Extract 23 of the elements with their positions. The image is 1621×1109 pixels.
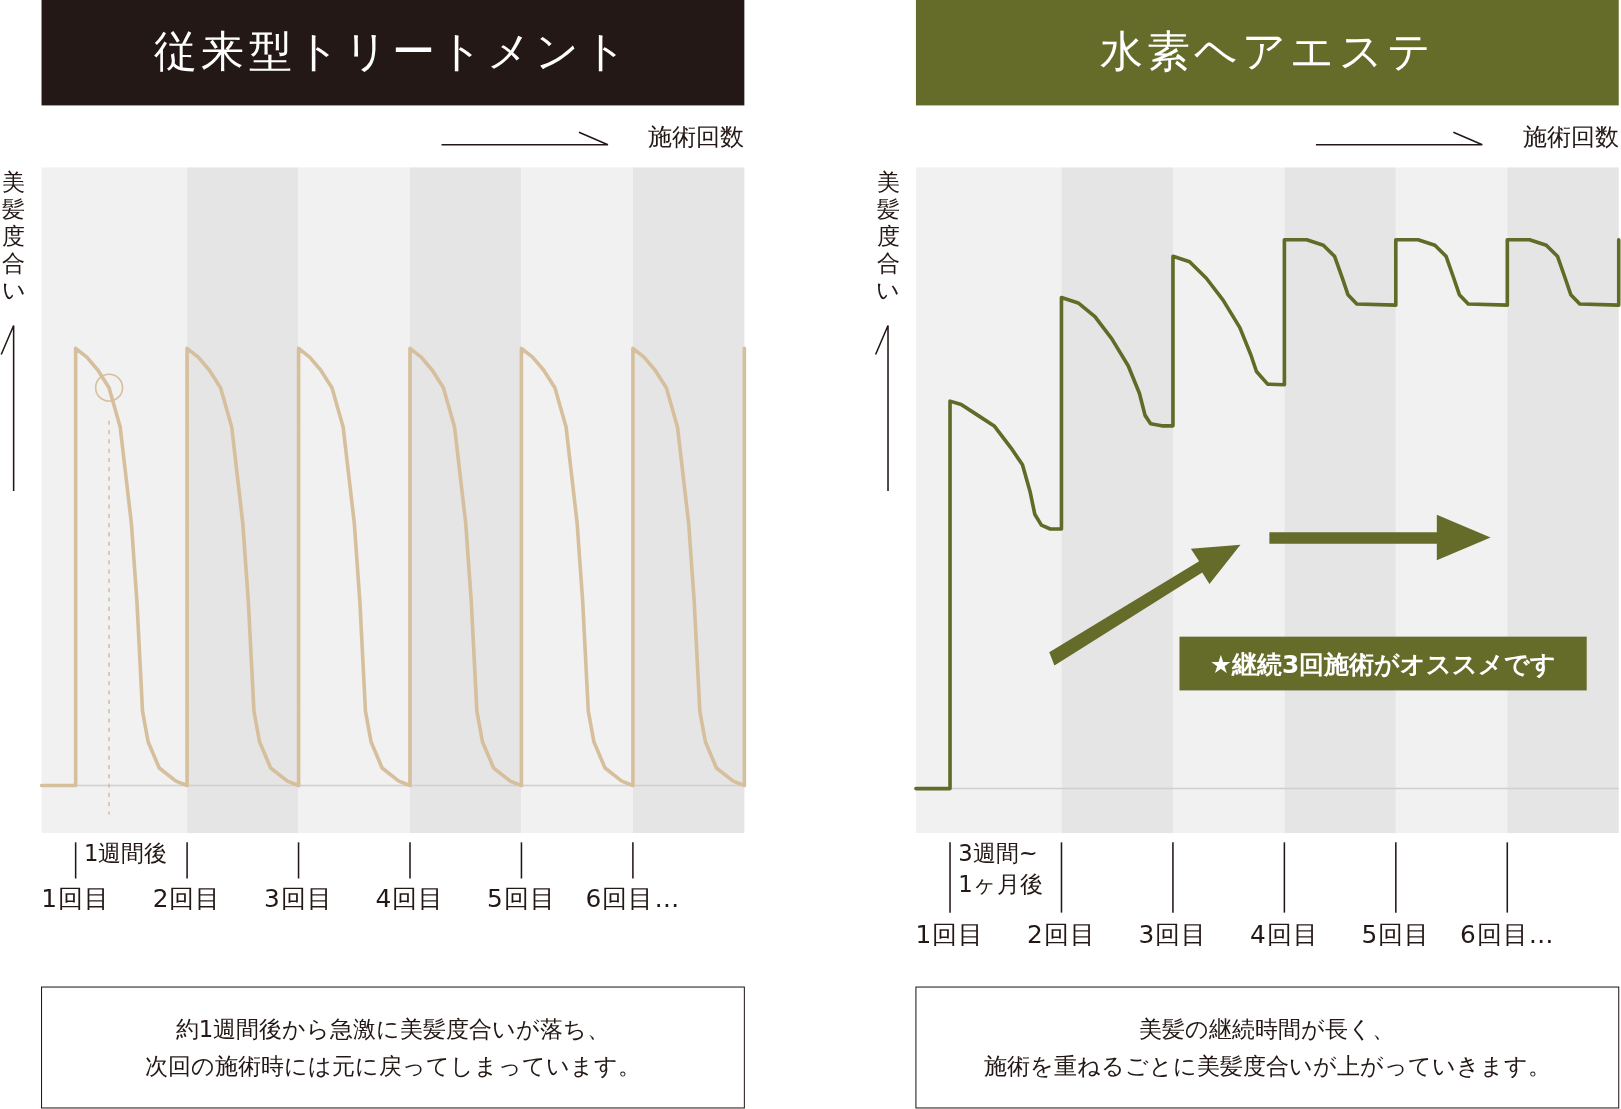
text: 約1週間後から急激に美髪度合いが落ち、次回の施術時には元に戻ってしまっています。 <box>144 1015 641 1079</box>
x-axis-title: 施術回数 <box>1522 122 1619 151</box>
x-tick-label: 4回目 <box>1249 919 1319 949</box>
y-axis-title: 美髪度合い <box>876 169 901 303</box>
x-tick-label: 6回目… <box>585 884 681 914</box>
x-tick-label: 1回目 <box>915 919 985 949</box>
x-tick-label: 5回目 <box>487 884 556 914</box>
y-axis-title: 美髪度合い <box>1 169 26 303</box>
x-tick-label: 4回目 <box>375 884 445 914</box>
x-tick-label: 3回目 <box>1138 919 1208 949</box>
annotation: ★継続3回施術がオススメです <box>1209 649 1557 679</box>
text: 3週間~1ヶ月後 <box>958 839 1043 897</box>
chart-title: 従来型トリートメント <box>154 26 632 77</box>
x-tick-label: 2回目 <box>1027 919 1096 949</box>
text: 1週間後 <box>83 839 168 866</box>
x-tick-label: 3回目 <box>264 884 333 914</box>
x-tick-label: 6回目… <box>1459 919 1555 949</box>
x-axis-title: 施術回数 <box>648 122 745 151</box>
x-tick-label: 1回目 <box>41 884 111 914</box>
x-tick-label: 5回目 <box>1361 919 1431 949</box>
x-tick-label: 2回目 <box>152 884 222 914</box>
chart-title: 水素ヘアエステ <box>1099 26 1435 77</box>
text: 美髪の継続時間が長く、施術を重ねるごとに美髪度合いが上がっていきます。 <box>983 1015 1551 1079</box>
